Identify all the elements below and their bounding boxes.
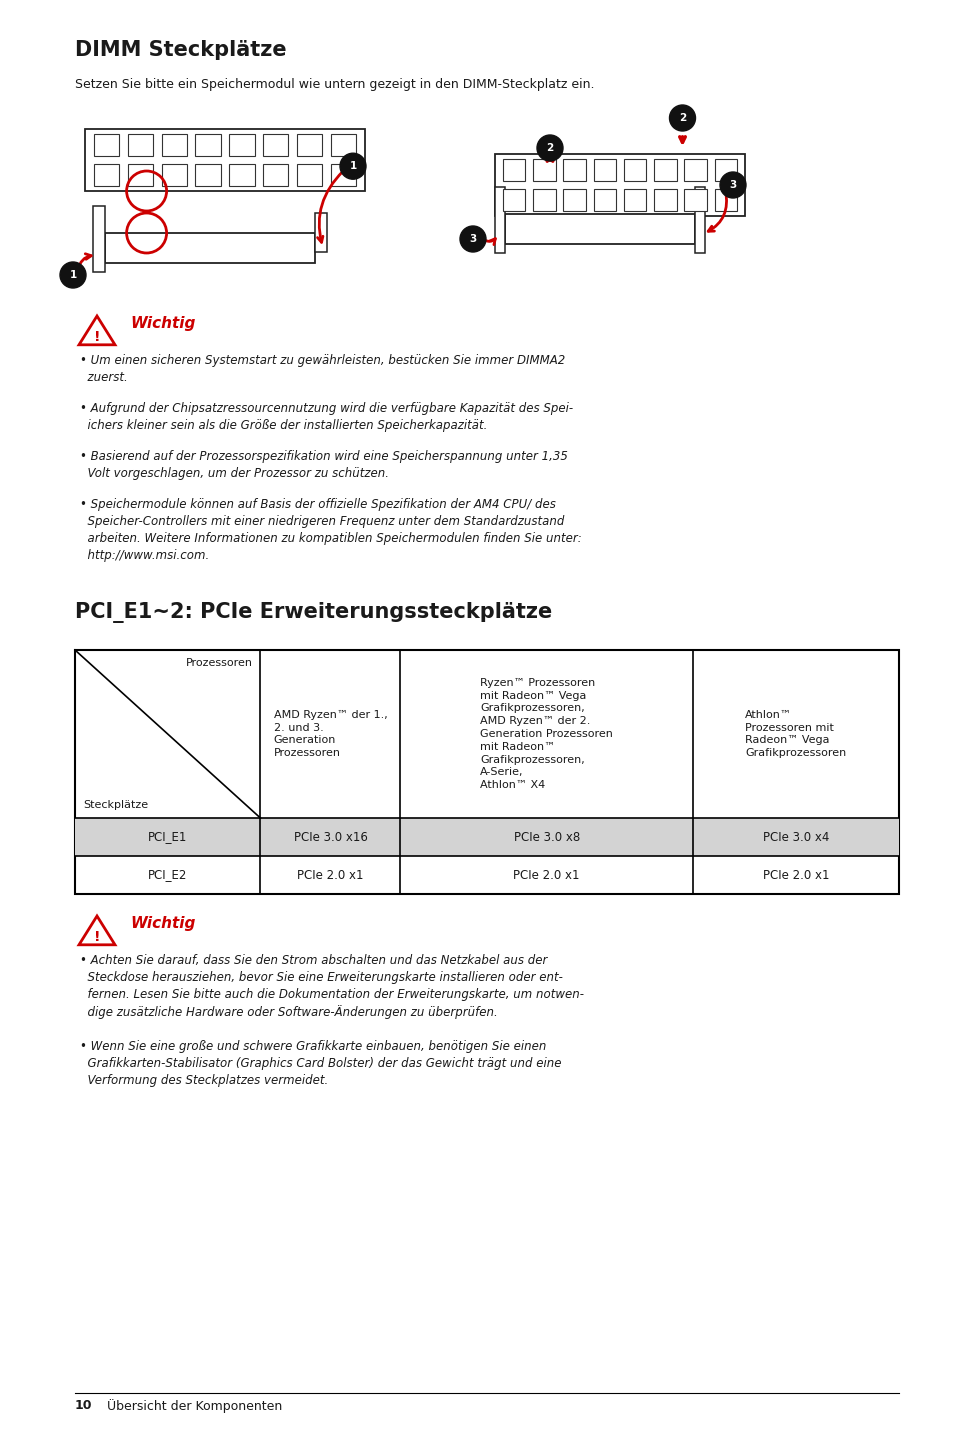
Text: 2: 2	[679, 113, 685, 123]
Text: PCI_E1: PCI_E1	[148, 830, 187, 843]
Bar	[562, 189, 585, 210]
Text: Steckplätze: Steckplätze	[83, 800, 148, 810]
Text: PCIe 3.0 x16: PCIe 3.0 x16	[294, 830, 367, 843]
Circle shape	[339, 153, 366, 179]
Text: Athlon™
Prozessoren mit
Radeon™ Vega
Grafikprozessoren: Athlon™ Prozessoren mit Radeon™ Vega Gra…	[744, 710, 845, 758]
Text: 3: 3	[469, 235, 476, 245]
Bar	[495, 155, 744, 216]
Bar	[195, 163, 220, 186]
Bar	[75, 650, 898, 894]
Text: Übersicht der Komponenten: Übersicht der Komponenten	[107, 1400, 282, 1412]
Bar	[263, 135, 288, 156]
Bar	[128, 163, 152, 186]
Circle shape	[537, 135, 562, 162]
Text: • Aufgrund der Chipsatzressourcennutzung wird die verfügbare Kapazität des Spei-: • Aufgrund der Chipsatzressourcennutzung…	[80, 402, 573, 432]
Text: PCIe 2.0 x1: PCIe 2.0 x1	[297, 869, 363, 881]
Bar	[85, 129, 365, 190]
Bar	[229, 135, 254, 156]
Circle shape	[669, 104, 695, 132]
Bar	[533, 159, 555, 182]
Text: AMD Ryzen™ der 1.,
2. und 3.
Generation
Prozessoren: AMD Ryzen™ der 1., 2. und 3. Generation …	[274, 710, 387, 758]
Text: 1: 1	[70, 270, 76, 280]
Bar	[93, 206, 105, 272]
Bar	[75, 819, 898, 856]
Text: PCIe 2.0 x1: PCIe 2.0 x1	[513, 869, 579, 881]
Bar	[128, 135, 152, 156]
Bar	[593, 159, 616, 182]
Text: Ryzen™ Prozessoren
mit Radeon™ Vega
Grafikprozessoren,
AMD Ryzen™ der 2.
Generat: Ryzen™ Prozessoren mit Radeon™ Vega Graf…	[479, 678, 613, 790]
Bar	[93, 163, 119, 186]
Text: !: !	[93, 329, 100, 343]
Bar	[654, 189, 676, 210]
Text: Setzen Sie bitte ein Speichermodul wie untern gezeigt in den DIMM-Steckplatz ein: Setzen Sie bitte ein Speichermodul wie u…	[75, 79, 594, 92]
Text: 10: 10	[75, 1400, 92, 1412]
Text: • Basierend auf der Prozessorspezifikation wird eine Speicherspannung unter 1,35: • Basierend auf der Prozessorspezifikati…	[80, 449, 567, 479]
Text: !: !	[93, 930, 100, 943]
Bar	[623, 159, 646, 182]
Bar	[683, 189, 706, 210]
Bar	[195, 135, 220, 156]
Text: PCIe 3.0 x8: PCIe 3.0 x8	[513, 830, 579, 843]
Text: Wichtig: Wichtig	[130, 916, 195, 932]
Bar	[93, 135, 119, 156]
Bar	[297, 135, 322, 156]
Bar	[714, 159, 737, 182]
Text: DIMM Steckplätze: DIMM Steckplätze	[75, 40, 286, 60]
Text: PCI_E2: PCI_E2	[148, 869, 187, 881]
Bar	[161, 135, 187, 156]
Bar	[331, 163, 355, 186]
Text: Wichtig: Wichtig	[130, 316, 195, 331]
Bar	[502, 159, 525, 182]
Text: PCIe 3.0 x4: PCIe 3.0 x4	[762, 830, 828, 843]
Bar	[105, 233, 314, 263]
Bar	[297, 163, 322, 186]
Bar	[562, 159, 585, 182]
Text: PCIe 2.0 x1: PCIe 2.0 x1	[762, 869, 828, 881]
Bar	[714, 189, 737, 210]
Text: 1: 1	[349, 162, 356, 172]
Bar	[494, 187, 504, 253]
Text: 3: 3	[729, 180, 736, 190]
Bar	[695, 187, 704, 253]
Bar	[263, 163, 288, 186]
Circle shape	[720, 172, 745, 197]
Bar	[593, 189, 616, 210]
Bar	[314, 213, 326, 252]
Text: • Achten Sie darauf, dass Sie den Strom abschalten und das Netzkabel aus der
  S: • Achten Sie darauf, dass Sie den Strom …	[80, 954, 583, 1019]
Circle shape	[60, 262, 86, 288]
Text: • Wenn Sie eine große und schwere Grafikkarte einbauen, benötigen Sie einen
  Gr: • Wenn Sie eine große und schwere Grafik…	[80, 1040, 561, 1088]
Bar	[161, 163, 187, 186]
Bar	[533, 189, 555, 210]
Text: 2: 2	[546, 143, 553, 153]
Bar	[623, 189, 646, 210]
Text: • Speichermodule können auf Basis der offizielle Spezifikation der AM4 CPU/ des
: • Speichermodule können auf Basis der of…	[80, 498, 581, 562]
Bar	[504, 215, 695, 245]
Bar	[331, 135, 355, 156]
Text: PCI_E1~2: PCIe Erweiterungssteckplätze: PCI_E1~2: PCIe Erweiterungssteckplätze	[75, 602, 552, 622]
Bar	[229, 163, 254, 186]
Text: • Um einen sicheren Systemstart zu gewährleisten, bestücken Sie immer DIMMA2
  z: • Um einen sicheren Systemstart zu gewäh…	[80, 353, 565, 384]
Text: Prozessoren: Prozessoren	[185, 658, 253, 668]
Bar	[502, 189, 525, 210]
Circle shape	[459, 226, 485, 252]
Bar	[654, 159, 676, 182]
Bar	[683, 159, 706, 182]
